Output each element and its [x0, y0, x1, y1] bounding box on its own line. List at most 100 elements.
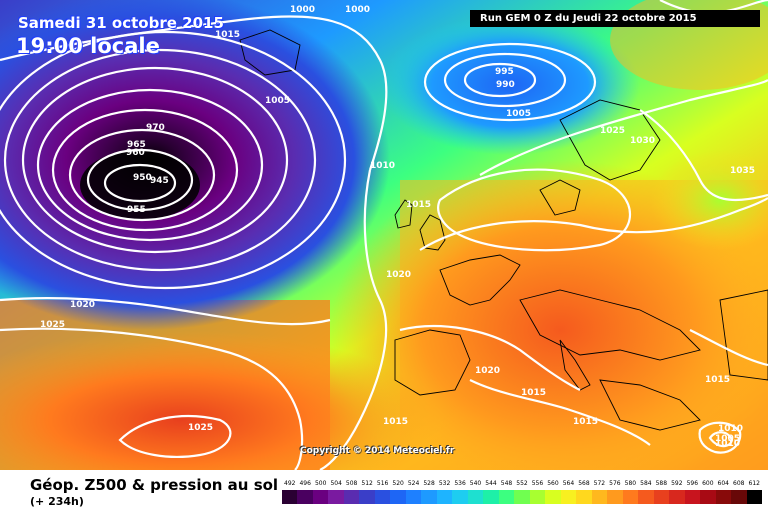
color-scale-swatch — [328, 490, 344, 504]
isobar-label: 995 — [495, 67, 514, 77]
color-scale-label: 556 — [531, 480, 544, 487]
isobar-labels: 1000 1000 1015 995 990 1005 1005 1025 10… — [40, 5, 755, 449]
isobar-label: 1020 — [475, 366, 500, 376]
color-scale-swatch — [312, 490, 329, 504]
color-scale-label: 568 — [578, 480, 590, 487]
color-scale-swatch — [545, 490, 561, 504]
color-scale-label: 596 — [686, 480, 699, 487]
color-scale-label: 500 — [314, 480, 327, 487]
color-scale-swatch — [421, 490, 437, 504]
isobar-label: 1005 — [506, 109, 531, 119]
isobar-label: 965 — [127, 140, 146, 150]
model-run-info: Run GEM 0 Z du Jeudi 22 octobre 2015 — [470, 10, 760, 27]
isobar-label: 1030 — [630, 136, 655, 146]
isobar-label: 970 — [146, 123, 165, 133]
color-scale-swatch — [746, 490, 763, 504]
isobar-label: 1010 — [715, 439, 740, 449]
deep-low-atlantic — [0, 0, 390, 330]
isobar-label: 1035 — [730, 166, 755, 176]
color-scale-swatch — [483, 490, 499, 504]
isobar-label: 1020 — [70, 300, 95, 310]
color-scale-label: 492 — [284, 480, 296, 487]
color-scale-label: 520 — [392, 480, 404, 487]
color-scale-swatch — [700, 490, 716, 504]
color-scale-labels: 492 496 500 504 508 512 516 520 524 528 532 536 540 5… — [282, 480, 762, 490]
isobar-label: 1015 — [406, 200, 431, 210]
color-scale-swatch — [436, 490, 453, 504]
color-scale-label: 528 — [423, 480, 435, 487]
isobar-label: 1010 — [370, 161, 395, 171]
color-scale-swatch — [297, 490, 313, 504]
color-scale-label: 544 — [485, 480, 497, 487]
color-scale-label: 504 — [330, 480, 342, 487]
color-scale-label: 548 — [500, 480, 513, 487]
color-scale-label: 584 — [640, 480, 652, 487]
forecast-hour: (+ 234h) — [30, 495, 84, 508]
color-scale-swatch — [607, 490, 623, 504]
color-scale-label: 508 — [345, 480, 358, 487]
color-scale-label: 524 — [407, 480, 420, 487]
color-scale-label: 572 — [593, 480, 606, 487]
isobar-label: 960 — [126, 148, 145, 158]
isobar-label: 1015 — [573, 417, 598, 427]
color-scale-label: 612 — [748, 480, 760, 487]
color-scale-label: 604 — [717, 480, 729, 487]
color-scale-swatch — [498, 490, 515, 504]
color-scale-label: 588 — [655, 480, 668, 487]
color-scale-swatch — [452, 490, 468, 504]
map-title: Géop. Z500 & pression au sol — [30, 476, 279, 494]
color-scale-swatch — [390, 490, 406, 504]
color-scale-swatch — [669, 490, 685, 504]
color-scale-swatch — [560, 490, 577, 504]
color-scale-label: 560 — [547, 480, 559, 487]
color-scale-bar — [282, 490, 763, 504]
isobar-label: 1015 — [215, 30, 240, 40]
color-scale-label: 600 — [702, 480, 714, 487]
isobar-label: 1025 — [40, 320, 65, 330]
color-scale-label: 532 — [438, 480, 451, 487]
isobar-label: 1020 — [386, 270, 411, 280]
color-scale-label: 496 — [299, 480, 311, 487]
copyright-notice: Copyright © 2014 Meteociel.fr — [300, 446, 455, 456]
color-scale-swatch — [529, 490, 546, 504]
isobar-label: 1015 — [383, 417, 408, 427]
isobar-label: 945 — [150, 176, 169, 186]
color-scale-label: 552 — [516, 480, 528, 487]
color-scale-label: 580 — [624, 480, 637, 487]
isobar-label: 1005 — [265, 96, 290, 106]
color-scale-label: 536 — [454, 480, 466, 487]
isobar-label: 1000 — [290, 5, 315, 15]
color-scale-swatch — [282, 490, 298, 504]
color-scale-label: 516 — [376, 480, 389, 487]
color-scale-swatch — [359, 490, 375, 504]
color-scale-swatch — [622, 490, 639, 504]
isobar-label: 990 — [496, 80, 515, 90]
isobar-label: 1000 — [345, 5, 370, 15]
color-scale-swatch — [591, 490, 608, 504]
pressure-geopotential-map: 1000 1000 1015 995 990 1005 1005 1025 10… — [0, 0, 768, 470]
color-scale-swatch — [514, 490, 530, 504]
color-scale-swatch — [684, 490, 701, 504]
color-scale-label: 592 — [671, 480, 683, 487]
color-scale-label: 540 — [469, 480, 482, 487]
isobar-label: 1015 — [705, 375, 730, 385]
color-scale-swatch — [638, 490, 654, 504]
color-scale-swatch — [731, 490, 747, 504]
color-scale-swatch — [715, 490, 732, 504]
isobar-label: 1005 — [715, 434, 740, 444]
legend-footer: Géop. Z500 & pression au sol (+ 234h) 49… — [0, 470, 768, 512]
coastlines — [239, 29, 768, 431]
isobar-label: 1015 — [521, 388, 546, 398]
forecast-date: Samedi 31 octobre 2015 — [18, 14, 224, 32]
color-scale-label: 564 — [562, 480, 575, 487]
color-scale-swatch — [467, 490, 484, 504]
color-scale-swatch — [343, 490, 360, 504]
forecast-time: 19:00 locale — [16, 34, 160, 58]
color-scale-swatch — [653, 490, 670, 504]
color-scale-swatch — [405, 490, 422, 504]
isobar-label: 1010 — [718, 424, 743, 434]
color-scale-swatch — [576, 490, 592, 504]
color-scale-label: 576 — [609, 480, 621, 487]
isobar-label: 1025 — [188, 423, 213, 433]
